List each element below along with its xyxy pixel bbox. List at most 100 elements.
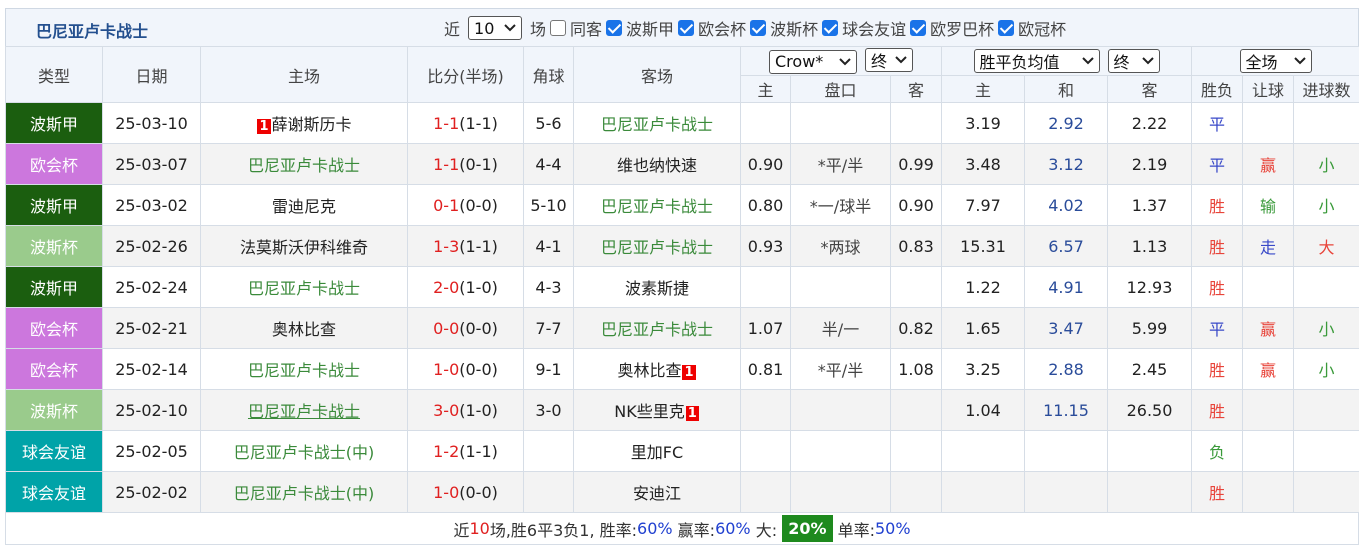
- avg-home-text: 1.04: [965, 401, 1001, 420]
- odds-home: 1.07: [741, 308, 791, 349]
- away-team: 里加FC: [574, 431, 741, 472]
- outcome-goals: 小: [1294, 144, 1359, 185]
- dropdown-value: 终: [1114, 49, 1130, 73]
- filter-checkbox[interactable]: [606, 20, 622, 36]
- odds-away: 0.83: [891, 226, 942, 267]
- odds-away-text: 0.82: [898, 319, 934, 338]
- league: 球会友谊: [6, 472, 103, 513]
- outcome-result: 胜: [1192, 390, 1243, 431]
- avg-home-text: 1.22: [965, 278, 1001, 297]
- full-score: 1-0: [433, 483, 459, 502]
- outcome-handicap-text: 赢: [1260, 156, 1276, 175]
- filter-checkbox[interactable]: [998, 20, 1014, 36]
- odds-home: [741, 431, 791, 472]
- outcome-handicap: [1243, 472, 1294, 513]
- outcome-handicap: [1243, 431, 1294, 472]
- corners: 3-0: [524, 390, 574, 431]
- recent-label: 近: [444, 16, 460, 40]
- recent-select[interactable]: 10: [468, 16, 522, 40]
- avg-home: 1.04: [942, 390, 1025, 431]
- corners-text: 9-1: [535, 360, 561, 379]
- outcome-result: 胜: [1192, 226, 1243, 267]
- avg-draw: [1025, 431, 1108, 472]
- half-score: (1-1): [459, 237, 498, 256]
- corners-text: 5-6: [535, 114, 561, 133]
- dropdown[interactable]: 终: [865, 48, 913, 72]
- subheader: 盘口: [791, 76, 891, 103]
- handicap-line: *平/半: [791, 349, 891, 390]
- avg-away-text: 2.22: [1132, 114, 1168, 133]
- league: 波斯甲: [6, 267, 103, 308]
- odds-away: [891, 390, 942, 431]
- column-header: 类型: [6, 47, 103, 103]
- avg-draw: 3.47: [1025, 308, 1108, 349]
- filter-checkbox[interactable]: [910, 20, 926, 36]
- home-team: 奥林比查: [201, 308, 408, 349]
- outcome-handicap-text: 赢: [1260, 320, 1276, 339]
- home-team: 巴尼亚卢卡战士: [201, 144, 408, 185]
- avg-draw: [1025, 472, 1108, 513]
- away-team: 安迪江: [574, 472, 741, 513]
- outcome-result: 平: [1192, 308, 1243, 349]
- dropdown[interactable]: 胜平负均值: [974, 49, 1100, 73]
- score: 1-2(1-1): [408, 431, 524, 472]
- away-team: 巴尼亚卢卡战士: [574, 226, 741, 267]
- avg-draw-text: 4.02: [1048, 196, 1084, 215]
- date: 25-02-05: [103, 431, 201, 472]
- red-card: 1: [686, 406, 699, 421]
- select-group: Crow* 终: [741, 47, 942, 76]
- date: 25-02-21: [103, 308, 201, 349]
- odds-home: 0.90: [741, 144, 791, 185]
- subheader: 进球数: [1294, 76, 1359, 103]
- outcome-goals: 小: [1294, 308, 1359, 349]
- league: 波斯甲: [6, 103, 103, 144]
- full-score: 1-3: [433, 237, 459, 256]
- handicap-line-text: *平/半: [818, 361, 863, 380]
- filter-checkbox[interactable]: [750, 20, 766, 36]
- avg-away-text: 26.50: [1127, 401, 1173, 420]
- corners: 9-1: [524, 349, 574, 390]
- outcome-goals-text: 小: [1318, 156, 1334, 175]
- avg-home: [942, 431, 1025, 472]
- avg-away-text: 1.37: [1132, 196, 1168, 215]
- odds-home: 0.81: [741, 349, 791, 390]
- away-team: 维也纳快速: [574, 144, 741, 185]
- outcome-handicap: 赢: [1243, 144, 1294, 185]
- recent-suffix: 场: [530, 16, 546, 40]
- filter-checkbox[interactable]: [822, 20, 838, 36]
- dropdown[interactable]: Crow*: [769, 50, 857, 74]
- handicap-line-text: *一/球半: [810, 197, 871, 216]
- outcome-goals: [1294, 390, 1359, 431]
- subheader: 胜负: [1192, 76, 1243, 103]
- subheader: 主: [741, 76, 791, 103]
- outcome-result-text: 胜: [1209, 402, 1225, 421]
- filter-checkbox[interactable]: [550, 20, 566, 36]
- handicap-line: [791, 431, 891, 472]
- summary-part: 60%: [637, 519, 673, 538]
- dropdown[interactable]: 全场: [1240, 49, 1312, 73]
- half-score: (1-1): [459, 442, 498, 461]
- outcome-handicap: [1243, 103, 1294, 144]
- home-name: 巴尼亚卢卡战士(中): [234, 443, 375, 462]
- league: 欧会杯: [6, 308, 103, 349]
- odds-away: 0.99: [891, 144, 942, 185]
- select-group: 全场: [1192, 47, 1359, 76]
- dropdown[interactable]: 终: [1108, 49, 1160, 73]
- handicap-line: [791, 390, 891, 431]
- home-name: 巴尼亚卢卡战士(中): [234, 484, 375, 503]
- filter-checkbox[interactable]: [678, 20, 694, 36]
- score: 1-1(1-1): [408, 103, 524, 144]
- odds-away: 0.90: [891, 185, 942, 226]
- avg-draw: 4.02: [1025, 185, 1108, 226]
- corners-text: 4-4: [535, 155, 561, 174]
- corners: 4-3: [524, 267, 574, 308]
- summary-part: 赢率:: [673, 517, 715, 541]
- home-name: 巴尼亚卢卡战士: [248, 279, 360, 298]
- outcome-goals-text: 大: [1318, 238, 1334, 257]
- league: 波斯甲: [6, 185, 103, 226]
- summary-part: 近: [453, 517, 469, 541]
